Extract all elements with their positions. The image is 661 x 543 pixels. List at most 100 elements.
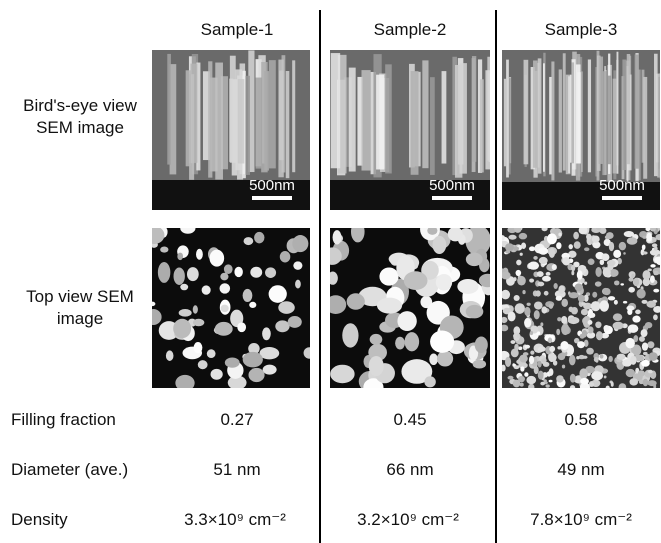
nanowire-top	[248, 368, 264, 382]
nanowire-top	[573, 232, 579, 240]
nanowire-top	[561, 299, 568, 307]
nanowire-top	[633, 278, 639, 286]
nanowire-top	[641, 329, 648, 337]
nanowire-top	[607, 260, 616, 266]
nanowire	[430, 77, 435, 175]
nanowire-top	[514, 344, 519, 351]
nanowire-top	[594, 357, 599, 362]
nanowire-top	[520, 366, 524, 371]
nanowire-top	[288, 316, 302, 328]
nanowire-top	[579, 368, 588, 378]
nanowire	[361, 70, 370, 170]
nanowire-top	[613, 322, 624, 330]
nanowire-top	[609, 242, 614, 251]
nanowire	[459, 63, 466, 174]
nanowire-top	[569, 292, 579, 298]
nanowire	[376, 75, 384, 170]
nanowire-top	[535, 290, 540, 296]
nanowire-top	[556, 296, 562, 301]
nanowire	[607, 76, 611, 165]
nanowire-top	[510, 340, 515, 344]
nanowire-top	[641, 360, 650, 367]
nanowire-top	[295, 280, 301, 289]
nanowire-top	[549, 304, 554, 309]
nanowire-top	[569, 244, 573, 249]
nanowire	[230, 56, 236, 163]
nanowire-top	[437, 351, 453, 367]
nanowire-top	[653, 271, 658, 276]
nanowire-top	[581, 309, 588, 316]
nanowire-top	[538, 371, 544, 380]
nanowire-top	[404, 271, 428, 290]
nanowire-top	[561, 316, 567, 324]
nanowire-top	[595, 321, 601, 328]
nanowire-top	[333, 230, 342, 244]
nanowire-top	[539, 257, 548, 264]
nanowire-top	[527, 303, 531, 306]
nanowire-top	[546, 272, 551, 276]
nanowire-top	[606, 232, 614, 239]
nanowire-top	[625, 338, 635, 349]
nanowire-top	[595, 281, 602, 286]
nanowire-top	[224, 264, 233, 274]
nanowire-top	[552, 264, 557, 270]
nanowire	[658, 77, 660, 169]
nanowire-top	[429, 354, 438, 365]
nanowire-top	[475, 336, 488, 353]
nanowire	[186, 70, 191, 166]
nanowire-top	[650, 275, 655, 283]
row-label: Top view SEM image	[15, 286, 145, 330]
nanowire	[286, 71, 290, 178]
nanowire-top	[569, 355, 576, 366]
nanowire-top	[263, 365, 277, 375]
nanowire-top	[516, 260, 521, 266]
nanowire-top	[628, 287, 635, 293]
nanowire-top	[505, 250, 510, 254]
scale-bar-label: 500nm	[599, 177, 645, 194]
nanowire-top	[613, 313, 622, 321]
nanowire-top	[508, 235, 516, 240]
nanowire-top	[557, 317, 561, 321]
nanowire-top	[538, 346, 546, 351]
nanowire	[238, 79, 245, 163]
nanowire-top	[643, 379, 648, 386]
nanowire-top	[529, 356, 534, 364]
nanowire	[588, 59, 591, 172]
nanowire-top	[584, 281, 587, 284]
nanowire	[571, 62, 574, 163]
scale-bar	[602, 196, 642, 200]
nanowire-top	[570, 374, 576, 383]
sem-birdseye-image: 500nm	[152, 50, 310, 210]
nanowire-top	[280, 251, 291, 262]
nanowire-top	[530, 350, 534, 354]
nanowire-top	[614, 280, 619, 285]
nanowire-top	[293, 261, 302, 269]
column-header: Sample-1	[177, 20, 297, 40]
nanowire-top	[556, 375, 563, 382]
nanowire-top	[589, 382, 594, 387]
nanowire-top	[549, 248, 555, 258]
nanowire-top	[516, 270, 522, 276]
nanowire-top	[210, 250, 225, 267]
nanowire-top	[562, 365, 565, 369]
nanowire-top	[220, 273, 228, 281]
nanowire-top	[613, 250, 621, 258]
sem-top-view-image	[502, 228, 660, 388]
nanowire-top	[405, 332, 420, 351]
nanowire-top	[507, 376, 513, 380]
nanowire	[622, 60, 626, 170]
nanowire-top	[580, 334, 585, 339]
nanowire-top	[588, 320, 593, 325]
nanowire-top	[578, 295, 585, 302]
cell: 66 nm	[350, 460, 470, 480]
column-divider	[319, 10, 321, 543]
nanowire-top	[631, 274, 634, 279]
nanowire-top	[537, 271, 544, 277]
nanowire-top	[342, 323, 358, 347]
scale-bar	[432, 196, 472, 200]
nanowire-top	[541, 306, 547, 313]
nanowire	[581, 71, 583, 172]
nanowire-top	[604, 376, 607, 379]
nanowire-top	[647, 380, 656, 386]
nanowire-top	[194, 342, 203, 353]
